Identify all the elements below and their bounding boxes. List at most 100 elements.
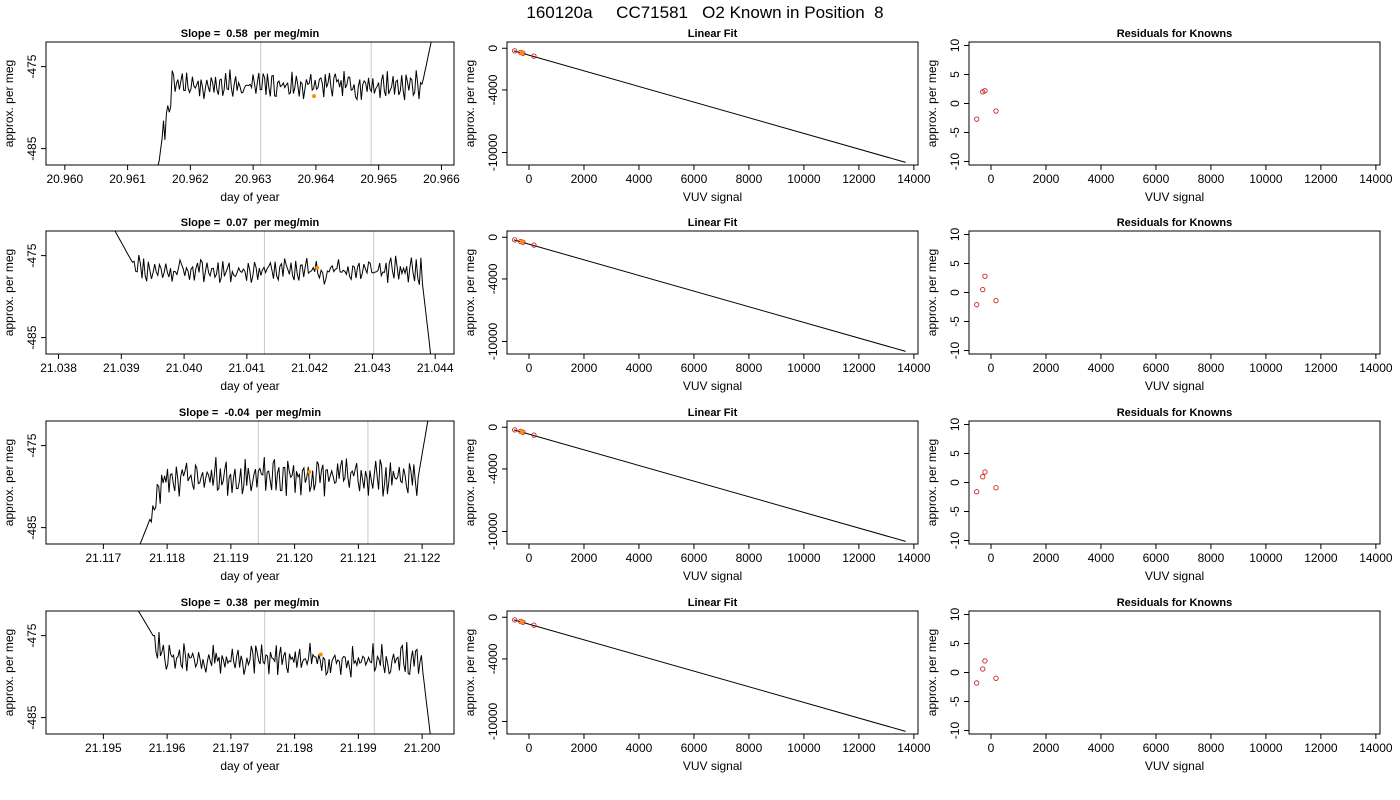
panel-r1-c1: Slope = 0.58 per meg/min day of year appro… [2, 28, 460, 204]
plot-frame [506, 230, 919, 355]
series-line [139, 421, 429, 544]
y-tick-label: 0 [486, 614, 500, 621]
y-tick-label: -5 [948, 506, 962, 517]
x-tick-label: 21.198 [276, 741, 313, 755]
x-tick-label: 21.120 [276, 551, 313, 565]
x-tick-label: 20.961 [109, 172, 146, 186]
data-point [982, 88, 988, 94]
x-tick-label: 10000 [787, 741, 821, 755]
x-tick-label: 12000 [1304, 172, 1338, 186]
plot-frame [506, 41, 919, 166]
y-tick-label: -4000 [486, 643, 500, 674]
panel-r4-c1: Slope = 0.38 per meg/min day of year appro… [2, 597, 455, 773]
x-tick-label: 4000 [626, 551, 653, 565]
x-tick-label: 20.960 [46, 172, 83, 186]
data-point [531, 53, 537, 59]
x-tick-label: 21.119 [213, 551, 249, 565]
y-tick-label: -475 [25, 623, 39, 647]
y-tick-label: 10 [948, 38, 962, 52]
x-tick-label: 14000 [897, 741, 931, 755]
x-tick-label: 14000 [897, 551, 931, 565]
y-tick-label: -475 [25, 243, 39, 267]
y-tick-label: 5 [948, 260, 962, 267]
x-tick-label: 21.038 [40, 361, 77, 375]
x-tick-label: 10000 [1249, 551, 1283, 565]
x-tick-label: 0 [526, 172, 533, 186]
x-tick-label: 20.966 [423, 172, 460, 186]
highlight-point [307, 469, 312, 474]
x-axis-label: VUV signal [683, 190, 742, 204]
x-tick-label: 12000 [842, 361, 876, 375]
x-tick-label: 21.121 [340, 551, 377, 565]
panel-r1-c2: Linear Fit VUV signal approx. per meg 0 2000… [463, 28, 931, 204]
x-tick-label: 21.039 [103, 361, 140, 375]
x-tick-label: 21.042 [291, 361, 328, 375]
panel-title: Slope = 0.38 per meg/min [181, 597, 320, 609]
plot-frame [45, 610, 455, 735]
y-axis-label: approx. per meg [463, 60, 477, 147]
x-tick-label: 6000 [1143, 172, 1170, 186]
x-tick-label: 2000 [571, 172, 598, 186]
y-tick-label: 0 [948, 669, 962, 676]
y-tick-label: -10 [948, 153, 962, 171]
highlight-point [519, 429, 525, 435]
data-point [980, 474, 986, 480]
data-point [531, 622, 537, 628]
x-axis-label: day of year [220, 759, 279, 773]
panel-r2-c3: Residuals for Knowns VUV signal approx. pe… [925, 217, 1393, 393]
x-tick-label: 8000 [1198, 741, 1225, 755]
y-tick-label: 10 [948, 227, 962, 241]
y-tick-label: -5 [948, 316, 962, 327]
y-tick-label: -10000 [486, 702, 500, 740]
data-point [531, 432, 537, 438]
x-axis-label: day of year [220, 190, 279, 204]
data-point [512, 617, 518, 623]
x-tick-label: 21.040 [166, 361, 203, 375]
y-tick-label: 5 [948, 640, 962, 647]
y-tick-label: -10000 [486, 133, 500, 171]
x-tick-label: 12000 [842, 551, 876, 565]
x-tick-label: 10000 [1249, 361, 1283, 375]
x-tick-label: 14000 [1359, 741, 1393, 755]
x-axis-label: VUV signal [683, 759, 742, 773]
data-point [512, 427, 518, 433]
y-tick-label: -485 [25, 705, 39, 729]
highlight-point [519, 239, 525, 245]
y-tick-label: 0 [486, 424, 500, 431]
y-tick-label: -485 [25, 325, 39, 349]
highlight-point [519, 50, 525, 56]
data-point [531, 242, 537, 248]
series-line [114, 231, 432, 354]
fit-line [513, 619, 906, 732]
highlight-point [318, 652, 323, 657]
x-tick-label: 2000 [1033, 551, 1060, 565]
x-tick-label: 2000 [571, 741, 598, 755]
panel-r1-c3: Residuals for Knowns VUV signal approx. pe… [925, 28, 1393, 204]
fit-line [513, 429, 906, 542]
y-axis-label: approx. per meg [463, 629, 477, 716]
x-tick-label: 10000 [787, 551, 821, 565]
plot-frame [506, 610, 919, 735]
data-point [974, 680, 980, 686]
x-tick-label: 21.118 [149, 551, 185, 565]
x-tick-label: 4000 [1088, 551, 1115, 565]
data-point [993, 675, 999, 681]
x-tick-label: 20.963 [235, 172, 272, 186]
x-tick-label: 2000 [1033, 361, 1060, 375]
highlight-point [315, 265, 320, 270]
x-axis-label: day of year [220, 569, 279, 583]
x-tick-label: 10000 [787, 361, 821, 375]
x-tick-label: 0 [526, 551, 533, 565]
x-tick-label: 8000 [736, 741, 763, 755]
x-tick-label: 2000 [1033, 741, 1060, 755]
data-point [982, 273, 988, 279]
plot-frame [968, 420, 1381, 545]
panel-r3-c3: Residuals for Knowns VUV signal approx. pe… [925, 407, 1393, 583]
data-point [993, 108, 999, 114]
x-tick-label: 6000 [1143, 361, 1170, 375]
series-line [157, 42, 432, 165]
plot-frame [45, 420, 455, 545]
x-tick-label: 12000 [842, 172, 876, 186]
x-axis-label: day of year [220, 379, 279, 393]
data-point [974, 116, 980, 122]
